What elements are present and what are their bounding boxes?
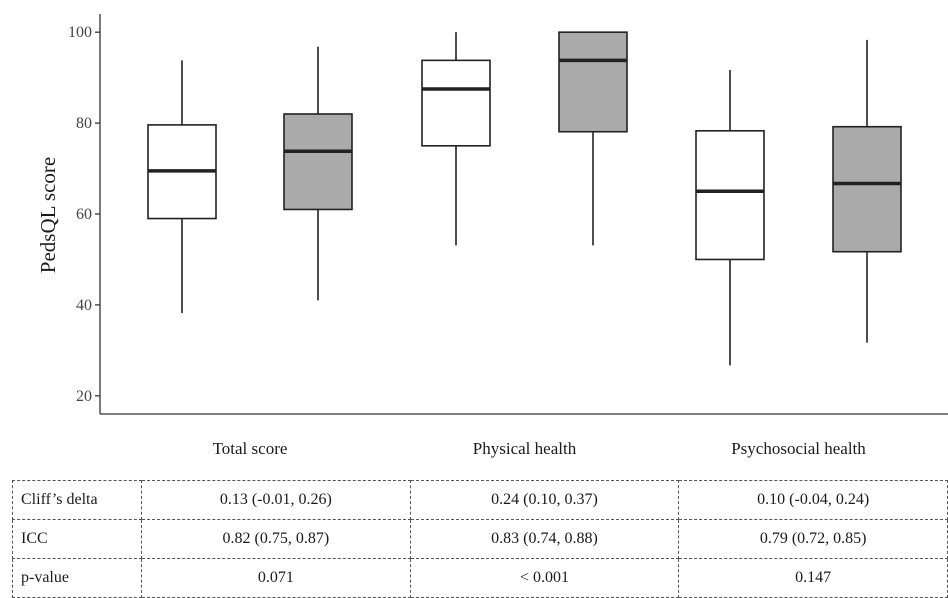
table-cell: 0.147 (678, 558, 948, 598)
iqr-box (421, 59, 491, 147)
y-tick-label: 20 (76, 388, 92, 405)
table-cell: < 0.001 (409, 558, 680, 598)
category-label: Total score (213, 439, 288, 458)
x-axis-labels: Total score Physical health Psychosocial h… (213, 439, 867, 458)
row-label: p-value (12, 558, 142, 598)
category-label: Psychosocial health (731, 439, 866, 458)
iqr-box (695, 130, 765, 261)
y-axis: 20 40 60 80 100 (68, 14, 948, 415)
table-cell: 0.83 (0.74, 0.88) (409, 519, 680, 559)
box-3 (421, 32, 491, 246)
row-label: ICC (12, 519, 142, 559)
box-4 (558, 31, 628, 246)
box-6 (832, 39, 902, 343)
y-tick-label: 80 (76, 115, 92, 132)
y-axis-title: PedsQL score (36, 157, 60, 273)
table-row-icc: ICC 0.82 (0.75, 0.87) 0.83 (0.74, 0.88) … (12, 519, 948, 559)
table-cell: 0.13 (-0.01, 0.26) (141, 480, 411, 520)
table-cell: 0.79 (0.72, 0.85) (678, 519, 948, 559)
category-label: Physical health (473, 439, 577, 458)
box-5 (695, 69, 765, 366)
row-label: Cliff’s delta (12, 480, 142, 520)
iqr-box (832, 125, 902, 253)
table-cell: 0.10 (-0.04, 0.24) (678, 480, 948, 520)
y-tick-label: 100 (68, 24, 92, 41)
table-row-cliffs-delta: Cliff’s delta 0.13 (-0.01, 0.26) 0.24 (0… (12, 480, 948, 520)
iqr-box (283, 113, 353, 211)
y-tick-label: 40 (76, 297, 92, 314)
stats-table: Cliff’s delta 0.13 (-0.01, 0.26) 0.24 (0… (12, 480, 948, 598)
box-2 (283, 46, 353, 301)
iqr-box (558, 31, 628, 133)
table-cell: 0.82 (0.75, 0.87) (141, 519, 411, 559)
boxplot-chart: 20 40 60 80 100 Total score Physical health Ps… (36, 14, 948, 458)
table-row-p-value: p-value 0.071 < 0.001 0.147 (12, 558, 948, 598)
box-1 (147, 60, 217, 314)
boxes (147, 31, 902, 366)
table-cell: 0.071 (141, 558, 411, 598)
table-cell: 0.24 (0.10, 0.37) (409, 480, 680, 520)
y-tick-label: 60 (76, 206, 92, 223)
